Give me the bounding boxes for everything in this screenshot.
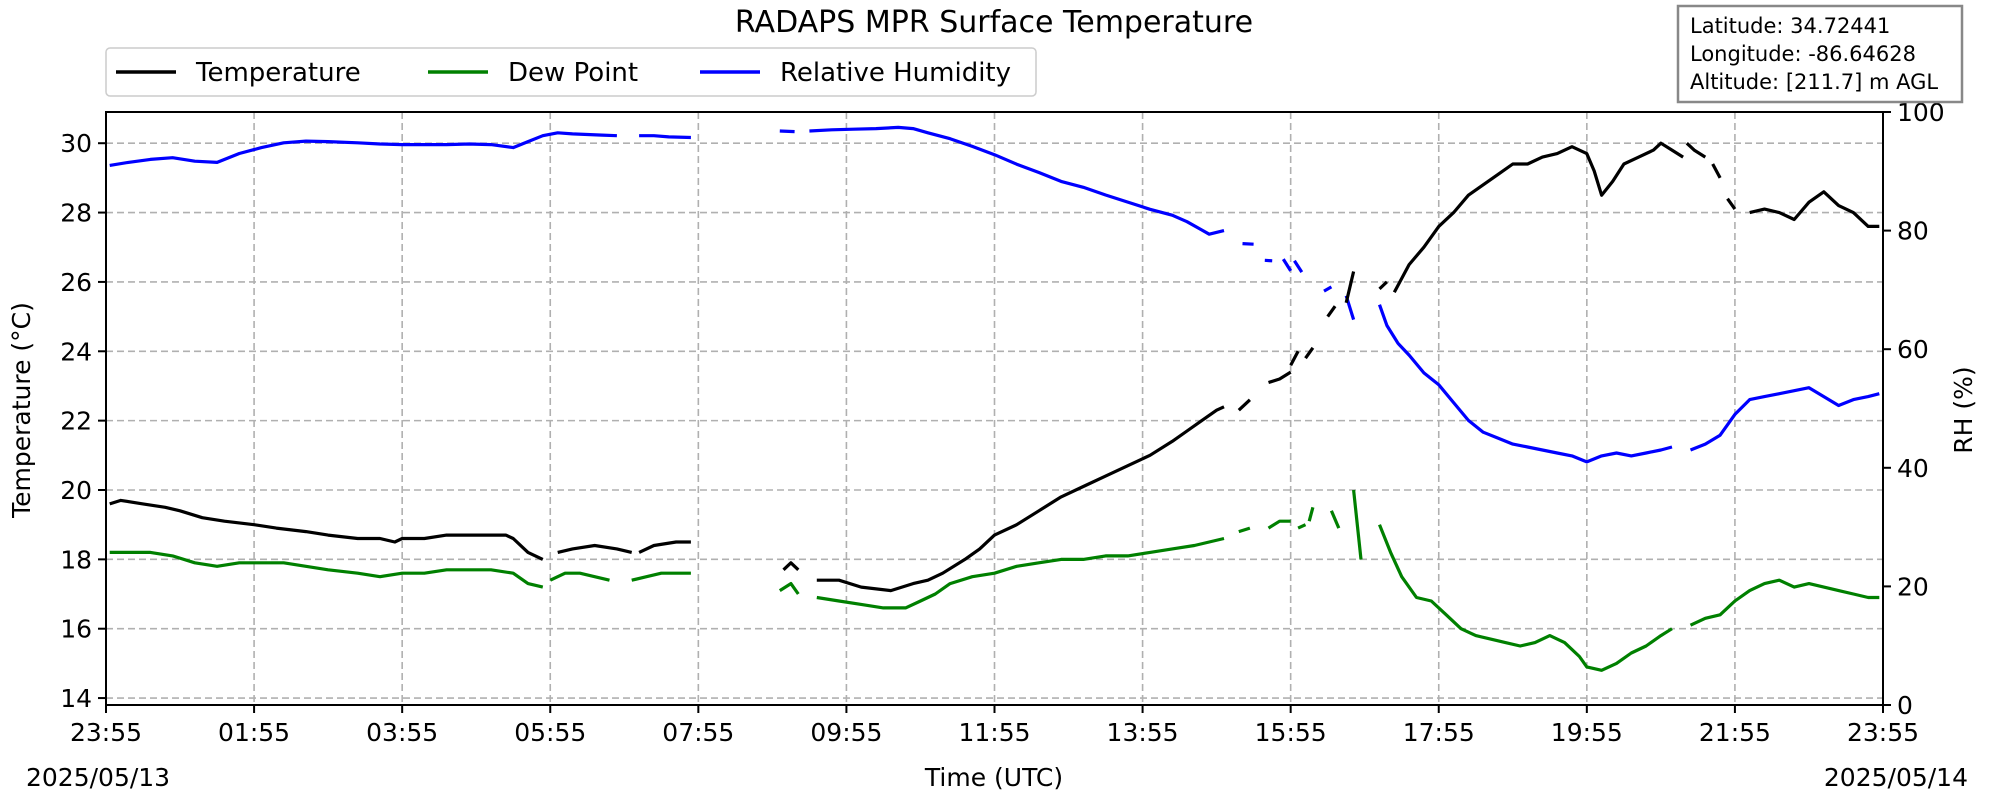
x-tick-label: 07:55 — [662, 718, 734, 747]
series-line-dew-point — [1329, 510, 1341, 529]
series-line-temperature — [109, 498, 544, 561]
x-axis: 23:55 01:55 03:55 05:55 07:55 09:55 11:55 13:55… — [70, 705, 1919, 747]
grid-lines — [105, 112, 1884, 705]
series-line-dew-point — [1378, 524, 1673, 672]
y-tick-label-right: 80 — [1897, 217, 1929, 246]
x-tick-label: 23:55 — [70, 718, 142, 747]
y-tick-label-left: 30 — [60, 129, 92, 158]
y-tick-label-right: 20 — [1897, 572, 1929, 601]
series-line-dew-point — [778, 582, 800, 595]
series-line-dew-point — [549, 571, 610, 582]
series-line-relative-humidity — [779, 129, 795, 134]
legend: Temperature Dew Point Relative Humidity — [105, 47, 1037, 97]
x-axis-label: Time (UTC) — [924, 763, 1063, 792]
series-line-relative-humidity — [639, 134, 691, 140]
series-line-temperature — [1268, 370, 1292, 385]
x-tick-label: 03:55 — [366, 718, 438, 747]
series-line-dew-point — [1267, 519, 1291, 530]
chart-title: RADAPS MPR Surface Temperature — [735, 5, 1253, 40]
y-tick-label-right: 40 — [1897, 454, 1929, 483]
legend-label-dew-point: Dew Point — [508, 58, 638, 88]
x-tick-label: 05:55 — [514, 718, 586, 747]
series-line-temperature — [1392, 141, 1684, 294]
series-line-dew-point — [1307, 506, 1315, 522]
legend-box — [105, 47, 1037, 97]
series-line-relative-humidity — [1264, 258, 1273, 263]
left-y-axis-label: Temperature (°C) — [7, 302, 36, 519]
series-line-relative-humidity — [809, 125, 1225, 236]
series-line-relative-humidity — [1293, 259, 1304, 273]
x-tick-label: 01:55 — [218, 718, 290, 747]
longitude-text: Longitude: -86.64628 — [1690, 42, 1916, 66]
series-line-temperature — [1749, 190, 1880, 228]
x-tick-label: 15:55 — [1255, 718, 1327, 747]
series-layer — [109, 125, 1880, 672]
left-y-axis: 14 16 18 20 22 24 26 28 30 — [60, 129, 106, 713]
x-tick-label: 09:55 — [810, 718, 882, 747]
date-start-label: 2025/05/13 — [26, 763, 170, 792]
date-end-label: 2025/05/14 — [1824, 763, 1968, 792]
series-line-relative-humidity — [1689, 386, 1880, 452]
series-line-dew-point — [1689, 578, 1880, 627]
series-line-temperature — [1304, 346, 1315, 360]
y-tick-label-left: 26 — [60, 268, 92, 297]
x-tick-label: 17:55 — [1403, 718, 1475, 747]
series-line-dew-point — [1297, 523, 1307, 530]
series-line-relative-humidity — [1323, 285, 1333, 293]
series-line-temperature — [557, 543, 633, 554]
series-line-temperature — [1685, 142, 1707, 159]
y-tick-label-right: 60 — [1897, 335, 1929, 364]
series-line-temperature — [782, 561, 800, 571]
x-tick-label: 13:55 — [1107, 718, 1179, 747]
altitude-text: Altitude: [211.7] m AGL — [1690, 70, 1938, 94]
series-line-temperature — [1726, 197, 1737, 211]
series-line-temperature — [638, 540, 691, 554]
x-tick-label: 23:55 — [1847, 718, 1919, 747]
y-tick-label-right: 0 — [1897, 691, 1913, 720]
series-line-temperature — [1237, 398, 1251, 412]
series-line-temperature — [1326, 305, 1337, 318]
series-line-temperature — [1344, 271, 1356, 304]
series-line-temperature — [1378, 280, 1388, 291]
series-line-dew-point — [631, 571, 691, 582]
x-tick-label: 11:55 — [958, 718, 1030, 747]
info-box-frame — [1676, 4, 1964, 104]
y-tick-label-left: 18 — [60, 545, 92, 574]
series-line-relative-humidity — [1281, 258, 1293, 272]
legend-label-temperature: Temperature — [195, 58, 361, 88]
series-line-dew-point — [1238, 526, 1251, 534]
y-tick-label-left: 22 — [60, 407, 92, 436]
series-line-temperature — [1711, 163, 1722, 179]
y-tick-label-left: 28 — [60, 199, 92, 228]
y-tick-label-left: 16 — [60, 615, 92, 644]
y-tick-label-left: 14 — [60, 684, 92, 713]
series-line-dew-point — [816, 536, 1225, 610]
series-line-dew-point — [109, 550, 544, 589]
y-tick-label-left: 24 — [60, 337, 92, 366]
series-line-temperature — [816, 405, 1225, 593]
series-line-temperature — [1289, 350, 1300, 366]
latitude-text: Latitude: 34.72441 — [1690, 14, 1890, 38]
right-y-axis-label: RH (%) — [1949, 366, 1978, 453]
series-line-dew-point — [1352, 489, 1363, 560]
series-line-relative-humidity — [109, 131, 617, 167]
y-tick-label-left: 20 — [60, 476, 92, 505]
x-tick-label: 19:55 — [1551, 718, 1623, 747]
series-line-relative-humidity — [1377, 304, 1673, 464]
x-tick-label: 21:55 — [1699, 718, 1771, 747]
series-line-relative-humidity — [1242, 242, 1254, 246]
legend-label-relative-humidity: Relative Humidity — [780, 58, 1011, 88]
location-info-box: Latitude: 34.72441 Longitude: -86.64628 … — [1676, 4, 1964, 104]
